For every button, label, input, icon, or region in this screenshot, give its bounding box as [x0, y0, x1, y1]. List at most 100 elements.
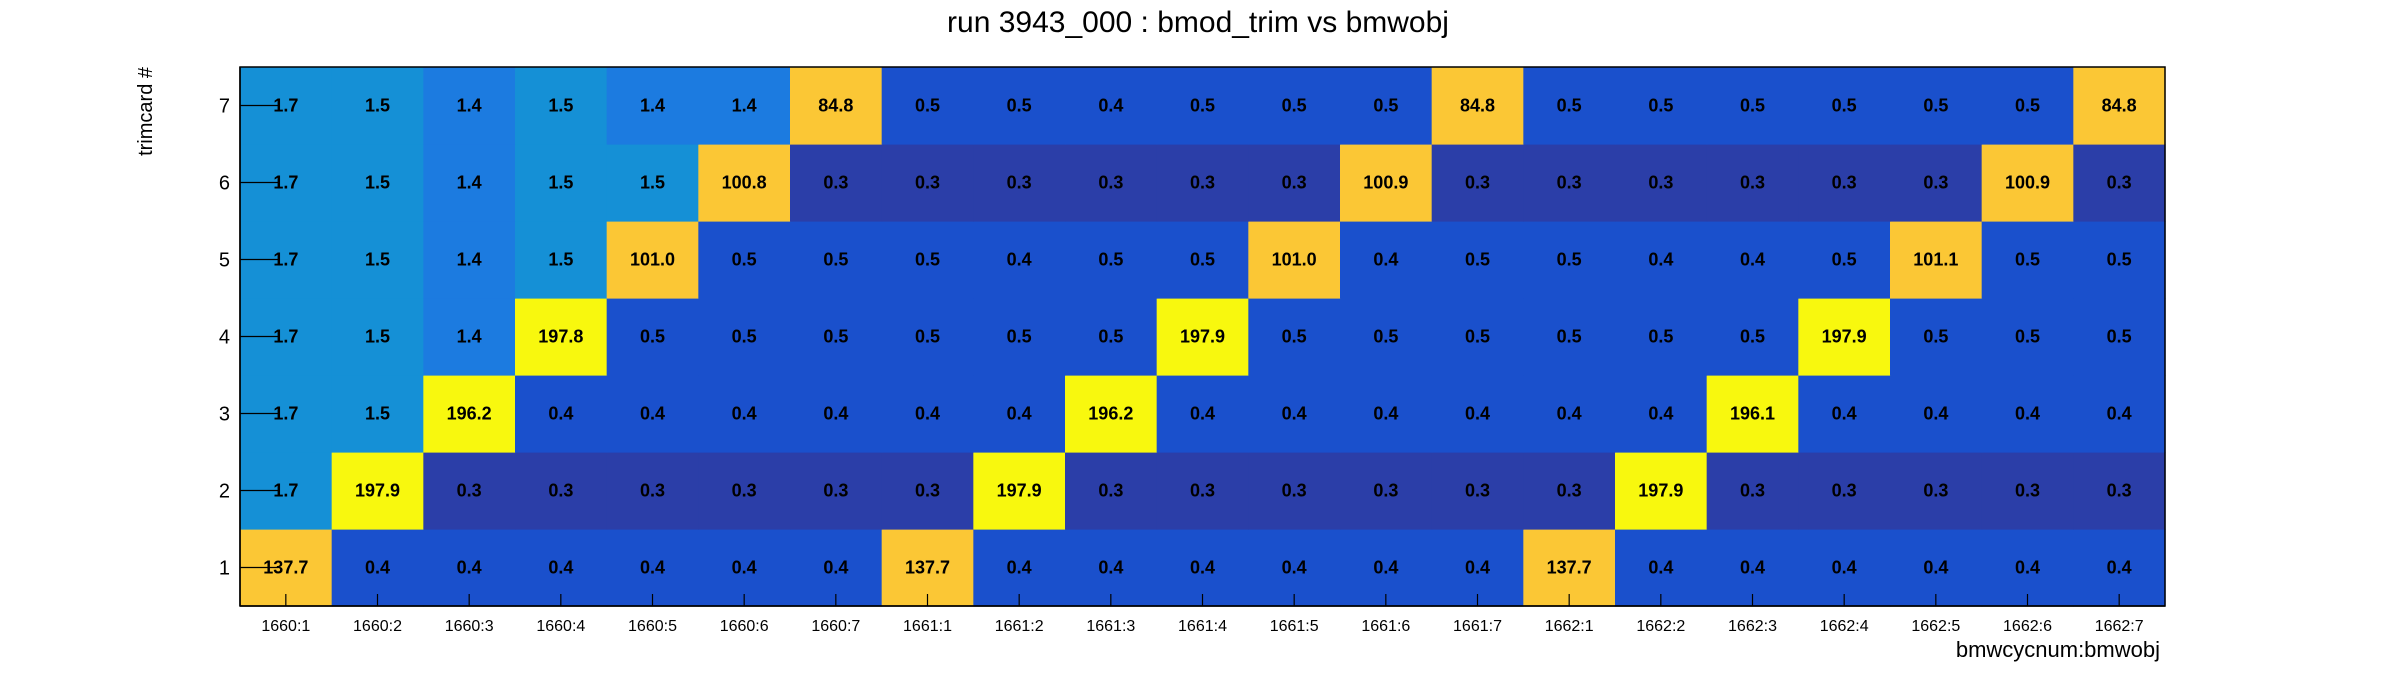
heatmap-cell-value: 0.5 [1007, 96, 1032, 116]
heatmap-cell-value: 0.5 [640, 327, 665, 347]
heatmap-cell [1431, 529, 1524, 607]
heatmap-cell [1156, 375, 1249, 453]
heatmap-cell-value: 1.4 [457, 96, 482, 116]
heatmap-cell-value: 0.5 [2015, 327, 2040, 347]
heatmap-cell-value: 0.5 [1190, 96, 1215, 116]
heatmap-cell [973, 221, 1066, 299]
heatmap-cell [1156, 298, 1249, 376]
heatmap-cell-value: 0.5 [2107, 327, 2132, 347]
heatmap-cell-value: 0.3 [1282, 481, 1307, 501]
x-tick-label: 1662:3 [1728, 618, 1777, 635]
heatmap-cell-value: 197.9 [997, 481, 1042, 501]
heatmap-cell [515, 67, 608, 145]
heatmap-cell [1431, 67, 1524, 145]
y-tick-label: 2 [219, 481, 230, 503]
heatmap-cell-value: 0.4 [1740, 558, 1765, 578]
heatmap-cell-value: 1.4 [457, 173, 482, 193]
heatmap-cell-value: 196.2 [1088, 404, 1133, 424]
heatmap-cell [698, 221, 791, 299]
heatmap-cell [1340, 452, 1433, 530]
x-tick-label: 1662:2 [1636, 618, 1685, 635]
heatmap-cell [1065, 221, 1158, 299]
heatmap-cell [698, 452, 791, 530]
heatmap-cell-value: 0.5 [732, 250, 757, 270]
heatmap-cell-value: 0.5 [1557, 96, 1582, 116]
heatmap-cell [973, 529, 1066, 607]
heatmap-cell [1615, 67, 1708, 145]
heatmap-cell-value: 1.5 [548, 250, 573, 270]
heatmap-cell [1523, 67, 1616, 145]
x-tick-label: 1660:2 [353, 618, 402, 635]
heatmap-cell-value: 0.5 [1923, 327, 1948, 347]
heatmap-cell-value: 0.4 [1373, 404, 1398, 424]
heatmap-cell-value: 137.7 [263, 558, 308, 578]
heatmap-cell-value: 1.5 [365, 327, 390, 347]
heatmap-cell [698, 144, 791, 222]
heatmap-cell [1065, 452, 1158, 530]
heatmap-cell-value: 0.4 [915, 404, 940, 424]
heatmap-cell-value: 0.4 [365, 558, 390, 578]
heatmap-cell-value: 0.3 [1373, 481, 1398, 501]
heatmap-cell-value: 0.4 [1007, 404, 1032, 424]
heatmap-cell [2073, 375, 2166, 453]
x-tick-label: 1660:3 [445, 618, 494, 635]
heatmap-cell [790, 452, 883, 530]
heatmap-cell [1340, 298, 1433, 376]
heatmap-cell-value: 84.8 [1460, 96, 1495, 116]
heatmap-cell-value: 0.4 [823, 404, 848, 424]
heatmap-cell-value: 0.3 [1190, 173, 1215, 193]
heatmap-cell [1431, 144, 1524, 222]
heatmap-cell-value: 0.3 [1740, 481, 1765, 501]
heatmap-cell [790, 144, 883, 222]
heatmap-cell-value: 0.5 [1098, 250, 1123, 270]
heatmap-cell-value: 1.5 [548, 96, 573, 116]
heatmap-cell [1523, 144, 1616, 222]
heatmap-cell [790, 529, 883, 607]
heatmap-cell-value: 0.3 [823, 173, 848, 193]
heatmap-cell [881, 529, 974, 607]
heatmap-cell-value: 1.5 [640, 173, 665, 193]
heatmap-cell [331, 144, 424, 222]
heatmap-cell [1340, 221, 1433, 299]
heatmap-cell-value: 197.9 [355, 481, 400, 501]
heatmap-cell [1523, 452, 1616, 530]
heatmap-cell-value: 84.8 [818, 96, 853, 116]
heatmap-cell-value: 0.4 [548, 558, 573, 578]
heatmap-cell [1248, 298, 1341, 376]
heatmap-cell [515, 221, 608, 299]
x-tick-label: 1660:4 [536, 618, 585, 635]
heatmap-cell [790, 221, 883, 299]
heatmap-cell [1340, 67, 1433, 145]
heatmap-cell [881, 375, 974, 453]
heatmap-cell-value: 0.4 [1190, 404, 1215, 424]
heatmap-cell-value: 1.4 [640, 96, 665, 116]
heatmap-cell-value: 196.2 [447, 404, 492, 424]
heatmap-cell [1798, 529, 1891, 607]
heatmap-cell-value: 0.4 [1923, 404, 1948, 424]
heatmap-cell-value: 0.5 [1648, 96, 1673, 116]
heatmap-cell-value: 0.3 [1923, 481, 1948, 501]
heatmap-cell [1890, 375, 1983, 453]
heatmap-cell [698, 67, 791, 145]
heatmap-cell [1523, 298, 1616, 376]
heatmap-cell [1431, 221, 1524, 299]
heatmap-cell [1706, 144, 1799, 222]
heatmap-cell-value: 137.7 [905, 558, 950, 578]
heatmap-cell-value: 0.4 [1740, 250, 1765, 270]
heatmap-cell [1248, 529, 1341, 607]
heatmap-cell-value: 0.3 [915, 173, 940, 193]
heatmap-cell-value: 1.5 [365, 250, 390, 270]
heatmap-cell [1981, 298, 2074, 376]
x-tick-label: 1661:6 [1361, 618, 1410, 635]
heatmap-cell-value: 0.4 [1465, 404, 1490, 424]
heatmap-cell-value: 0.3 [1190, 481, 1215, 501]
heatmap-cell [1798, 144, 1891, 222]
heatmap-cell [606, 452, 699, 530]
heatmap-cell [423, 375, 516, 453]
heatmap-cell [1523, 375, 1616, 453]
y-tick-label: 3 [219, 404, 230, 426]
heatmap-cell-value: 0.4 [457, 558, 482, 578]
heatmap-cell [1981, 375, 2074, 453]
heatmap-cell [1248, 452, 1341, 530]
heatmap-cell [1156, 67, 1249, 145]
